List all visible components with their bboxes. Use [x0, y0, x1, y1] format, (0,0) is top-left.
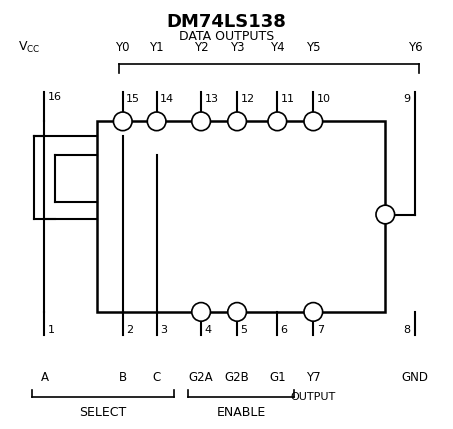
Text: B: B	[119, 371, 127, 384]
Text: DATA OUTPUTS: DATA OUTPUTS	[179, 30, 274, 43]
Text: 13: 13	[204, 94, 218, 104]
Text: 5: 5	[241, 325, 247, 335]
Text: 14: 14	[160, 94, 174, 104]
Bar	[97, 121, 386, 312]
Text: DM74LS138: DM74LS138	[167, 13, 286, 31]
Text: Y3: Y3	[230, 41, 244, 54]
Text: GND: GND	[401, 371, 429, 384]
Circle shape	[192, 112, 210, 131]
Text: 15: 15	[126, 94, 140, 104]
Text: Y2: Y2	[194, 41, 208, 54]
Text: 10: 10	[317, 94, 331, 104]
Text: $\mathdefault{V_{CC}}$: $\mathdefault{V_{CC}}$	[18, 40, 40, 55]
Text: Y4: Y4	[270, 41, 284, 54]
Text: G2B: G2B	[225, 371, 250, 384]
Text: C: C	[153, 371, 161, 384]
Circle shape	[268, 112, 287, 131]
Text: SELECT: SELECT	[79, 406, 126, 419]
Text: 1: 1	[48, 325, 55, 335]
Text: OUTPUT: OUTPUT	[291, 392, 336, 402]
Text: 16: 16	[48, 92, 62, 102]
Text: G1: G1	[269, 371, 286, 384]
Circle shape	[376, 205, 395, 224]
Text: 9: 9	[404, 94, 411, 104]
Circle shape	[304, 112, 323, 131]
Text: ENABLE: ENABLE	[217, 406, 266, 419]
Text: 7: 7	[317, 325, 324, 335]
Text: Y7: Y7	[306, 371, 321, 384]
Circle shape	[228, 112, 246, 131]
Text: 11: 11	[281, 94, 295, 104]
Circle shape	[113, 112, 132, 131]
Text: 2: 2	[126, 325, 133, 335]
Circle shape	[147, 112, 166, 131]
Text: Y6: Y6	[408, 41, 422, 54]
Text: 12: 12	[241, 94, 255, 104]
Circle shape	[228, 302, 246, 321]
Text: Y1: Y1	[149, 41, 164, 54]
Text: Y5: Y5	[306, 41, 321, 54]
Text: 6: 6	[281, 325, 288, 335]
Text: A: A	[40, 371, 48, 384]
Text: G2A: G2A	[189, 371, 213, 384]
Text: 4: 4	[204, 325, 212, 335]
Text: 3: 3	[160, 325, 167, 335]
Circle shape	[304, 302, 323, 321]
Text: 8: 8	[404, 325, 411, 335]
Circle shape	[192, 302, 210, 321]
Text: Y0: Y0	[116, 41, 130, 54]
